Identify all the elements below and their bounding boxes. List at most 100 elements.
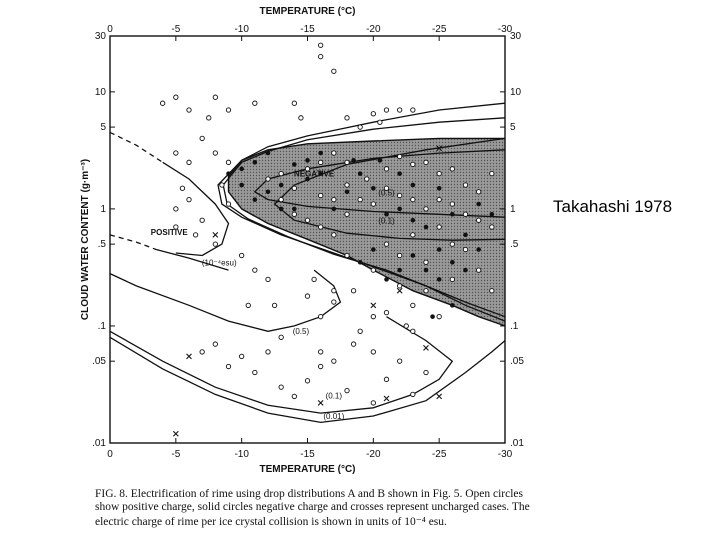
data-point-open (271, 302, 278, 308)
data-point-cross (172, 430, 179, 437)
data-point-solid (351, 158, 356, 163)
data-point-open (252, 100, 258, 106)
data-point-solid (265, 150, 271, 156)
data-point-open (219, 182, 225, 188)
data-point-solid (318, 150, 323, 156)
data-point-solid (397, 267, 402, 273)
data-point-open (331, 196, 337, 203)
region-label-negative: NEGATIVE (294, 169, 335, 178)
data-point-open (410, 328, 416, 334)
caption-line-2: show positive charge, solid circles nega… (95, 501, 530, 513)
data-point-solid (292, 162, 297, 167)
data-point-solid (476, 201, 481, 207)
data-point-open (318, 192, 324, 199)
data-point-solid (305, 176, 310, 182)
data-point-open (410, 391, 416, 398)
data-point-solid (423, 224, 429, 230)
data-point-solid (239, 166, 244, 172)
data-point-open (331, 68, 337, 74)
contour-pos-10e4 (162, 161, 230, 257)
contour-pos-dash-2 (109, 234, 157, 251)
data-point-solid (252, 197, 258, 202)
y-tick-label-left: 10 (95, 87, 107, 98)
data-point-solid (397, 206, 402, 212)
y-tick-label-right: 5 (510, 122, 516, 133)
data-point-cross (436, 393, 443, 400)
data-point-open (331, 150, 337, 156)
data-point-solid (371, 185, 376, 191)
data-point-open (212, 241, 218, 247)
data-point-open (245, 302, 251, 308)
caption-line-1: FIG. 8. Electrification of rime using dr… (95, 488, 524, 500)
data-point-open (173, 206, 179, 212)
data-point-open (265, 176, 271, 182)
data-point-solid (239, 182, 244, 188)
y-tick-label-right: .5 (510, 239, 519, 250)
data-point-open (370, 267, 376, 273)
data-point-open (383, 107, 390, 113)
data-point-open (212, 341, 218, 347)
data-point-solid (476, 247, 481, 252)
data-point-open (364, 176, 370, 182)
y-tick-label-right: 30 (510, 31, 522, 42)
data-point-open (449, 166, 455, 172)
data-point-open (291, 100, 297, 106)
region-label-positive: POSITIVE (151, 228, 189, 237)
y-tick-label-right: .1 (510, 321, 519, 332)
y-tick-label-left: 30 (95, 31, 107, 42)
x-tick-label-top: -15 (300, 24, 315, 35)
data-point-solid (450, 259, 455, 265)
data-point-open (318, 363, 324, 370)
data-point-cross (436, 145, 443, 152)
data-point-solid (226, 171, 231, 176)
data-point-open (173, 94, 179, 100)
data-point-open (370, 111, 376, 117)
data-point-open (436, 224, 442, 230)
data-point-open (160, 100, 166, 106)
data-point-cross (317, 400, 324, 406)
data-point-open (397, 252, 403, 259)
data-point-open (304, 293, 311, 299)
data-point-open (449, 201, 455, 207)
data-point-cross (370, 302, 377, 309)
y-tick-label-right: 1 (510, 204, 516, 215)
data-point-open (252, 369, 258, 376)
data-point-solid (292, 206, 297, 212)
data-point-cross (383, 395, 390, 402)
data-point-open (449, 241, 455, 247)
data-point-open (403, 323, 409, 329)
y-tick-label-right: .01 (510, 438, 524, 449)
data-point-open (377, 119, 383, 125)
data-point-open (225, 363, 232, 370)
data-point-solid (423, 267, 429, 273)
data-point-solid (450, 211, 455, 217)
contour-label: (0.5) (378, 189, 395, 198)
data-point-open (265, 276, 271, 283)
data-point-open (225, 159, 232, 165)
data-point-open (331, 299, 337, 305)
side-label: Takahashi 1978 (553, 197, 673, 216)
data-point-solid (344, 189, 350, 195)
x-tick-label-bottom: -30 (498, 449, 513, 460)
x-tick-label-top: -30 (498, 24, 513, 35)
data-point-open (410, 302, 416, 308)
data-point-open (344, 211, 350, 217)
x-tick-label-top: 0 (107, 24, 113, 35)
data-point-open (397, 192, 403, 199)
data-point-open (449, 276, 455, 283)
contour-neg-0-5 (253, 149, 506, 218)
data-point-solid (331, 206, 337, 212)
data-point-open (383, 185, 390, 191)
data-point-open (186, 159, 192, 165)
data-point-open (278, 171, 284, 177)
data-point-open (291, 211, 297, 217)
data-point-open (239, 353, 245, 359)
contour-pos-dash-1 (109, 131, 164, 163)
data-point-solid (410, 182, 416, 188)
data-point-open (370, 201, 376, 207)
x-tick-label-bottom: -20 (366, 449, 381, 460)
data-point-open (199, 135, 205, 142)
data-point-solid (371, 247, 376, 252)
data-point-open (225, 201, 232, 207)
